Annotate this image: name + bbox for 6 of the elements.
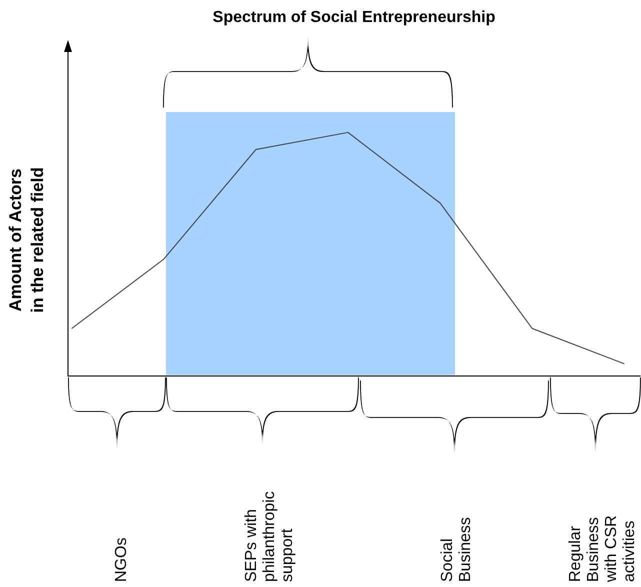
chart-title: Spectrum of Social Entrepreneurship [212,9,496,26]
y-axis-title: Amount of Actors in the related field [5,166,48,315]
text: NGOs [113,538,130,582]
text: SEPs with philanthropic support [243,491,296,582]
text: Regular Business with CSR activities [567,515,638,583]
text: Social Business [439,517,474,582]
